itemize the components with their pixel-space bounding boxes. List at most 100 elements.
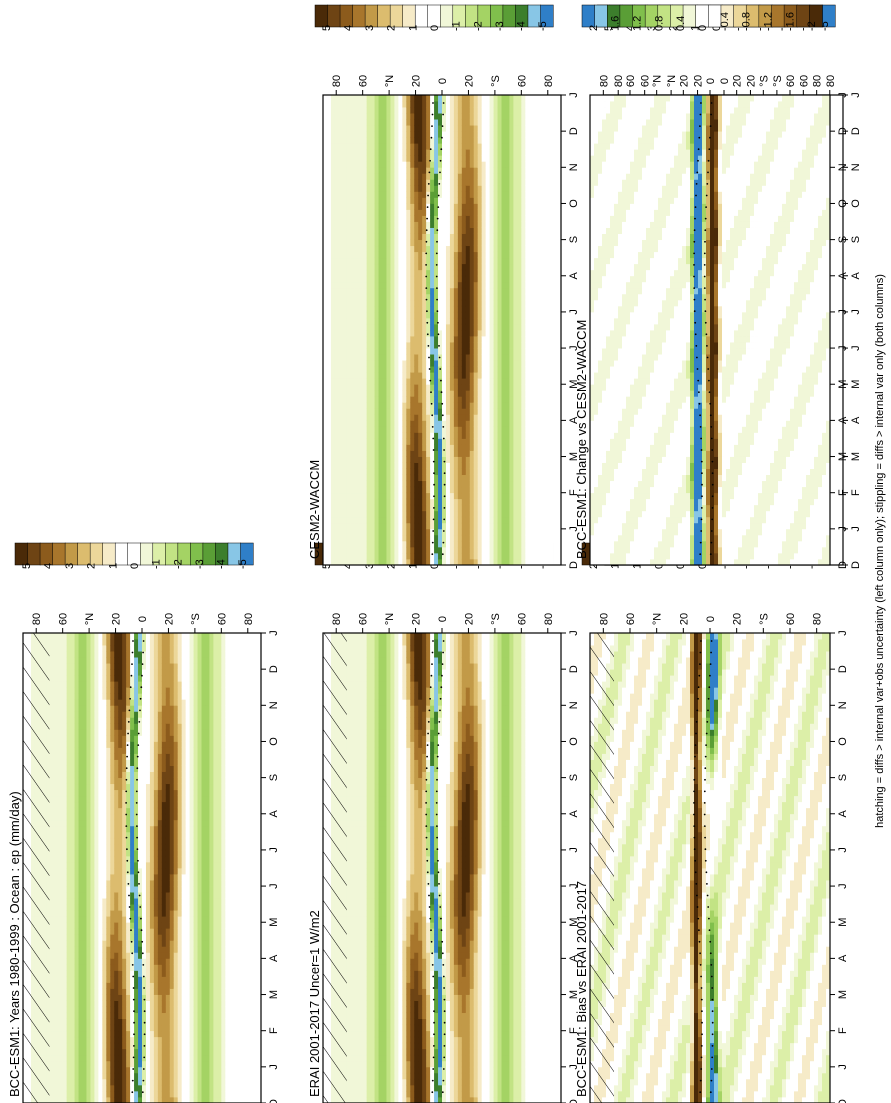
heat-cell <box>209 1084 214 1092</box>
heat-cell <box>165 765 171 772</box>
heat-cell <box>221 657 226 664</box>
heat-cell <box>58 922 64 929</box>
lat-tick-label: 20 <box>163 613 175 625</box>
heat-cell <box>165 831 171 839</box>
heat-cell <box>165 663 171 670</box>
heat-cell <box>165 657 171 664</box>
heat-cell <box>149 886 155 893</box>
heat-cell <box>257 669 262 676</box>
heat-cell <box>153 813 159 821</box>
heat-cell <box>253 1054 258 1062</box>
heat-cell <box>161 711 167 718</box>
heat-cell <box>90 765 95 772</box>
heat-cell <box>90 639 95 646</box>
heat-cell <box>142 1012 147 1020</box>
heat-cell <box>249 1048 254 1056</box>
heat-cell <box>173 747 179 754</box>
heat-cell <box>189 940 194 947</box>
heat-cell <box>197 795 202 803</box>
heat-cell <box>118 693 123 700</box>
heat-cell <box>66 892 71 899</box>
heat-cell <box>66 861 71 869</box>
heat-cell <box>173 759 179 766</box>
heat-cell <box>130 705 135 712</box>
heat-cell <box>86 657 91 664</box>
heat-cell <box>90 1030 95 1038</box>
heat-cell <box>126 657 131 664</box>
heat-cell <box>142 1018 147 1026</box>
heat-cell <box>82 1072 87 1080</box>
heat-cell <box>90 958 95 965</box>
heat-cell <box>70 783 75 791</box>
heat-cell <box>102 958 107 965</box>
heat-cell <box>221 687 226 694</box>
heat-cell <box>78 1012 83 1020</box>
heat-cell <box>114 1078 119 1086</box>
heat-cell <box>153 1090 159 1098</box>
heat-cell <box>142 855 147 863</box>
heat-cell <box>205 1066 210 1074</box>
heat-cell <box>165 795 171 803</box>
heat-cell <box>126 669 131 676</box>
heat-cell <box>241 886 246 893</box>
heat-cell <box>98 855 103 863</box>
heat-cell <box>50 1060 56 1068</box>
heat-cell <box>253 843 258 851</box>
heat-cell <box>138 849 143 857</box>
heat-cell <box>181 874 187 881</box>
heat-cell <box>142 801 147 809</box>
heat-cell <box>233 705 238 712</box>
heat-cell <box>54 651 60 658</box>
heat-cell <box>237 663 242 670</box>
heat-cell <box>78 771 83 779</box>
heat-cell <box>189 753 194 760</box>
heat-cell <box>233 675 238 682</box>
heat-cell <box>62 1000 68 1007</box>
heat-cell <box>201 861 206 869</box>
heat-cell <box>173 771 179 779</box>
heat-cell <box>94 741 99 748</box>
heat-cell <box>138 729 143 736</box>
heat-cell <box>253 723 258 730</box>
heat-cell <box>253 675 258 682</box>
heat-cell <box>78 886 83 893</box>
heat-cell <box>249 1012 254 1020</box>
heat-cell <box>229 687 234 694</box>
heat-cell <box>98 807 103 815</box>
heat-cell <box>193 831 198 839</box>
heat-cell <box>86 994 91 1001</box>
heat-cell <box>241 1054 246 1062</box>
heat-cell <box>142 657 147 664</box>
heat-cell <box>58 1024 64 1032</box>
heat-cell <box>138 1012 143 1020</box>
heat-cell <box>102 813 107 821</box>
heat-cell <box>66 681 71 688</box>
heat-cell <box>213 633 218 640</box>
heat-cell <box>185 1042 190 1050</box>
heat-cell <box>213 861 218 869</box>
heat-cell <box>122 729 127 736</box>
heat-cell <box>221 777 226 785</box>
heat-cell <box>209 880 214 887</box>
heat-cell <box>213 849 218 857</box>
heat-cell <box>257 789 262 797</box>
heat-cell <box>153 831 159 839</box>
heat-cell <box>142 837 147 845</box>
heat-cell <box>193 717 198 724</box>
heat-cell <box>213 639 218 646</box>
heat-cell <box>138 633 143 640</box>
heat-cell <box>82 675 87 682</box>
heat-cell <box>54 819 60 827</box>
heat-cell <box>142 669 147 676</box>
heat-cell <box>149 868 155 875</box>
heat-cell <box>165 892 171 899</box>
heat-cell <box>153 669 159 676</box>
heat-cell <box>193 669 198 676</box>
heat-cell <box>173 681 179 688</box>
heat-cell <box>122 753 127 760</box>
heat-cell <box>193 994 198 1001</box>
heat-cell <box>205 771 210 779</box>
heat-cell <box>86 928 91 935</box>
colorbar-label: 0 <box>129 563 141 569</box>
heat-cell <box>90 1060 95 1068</box>
